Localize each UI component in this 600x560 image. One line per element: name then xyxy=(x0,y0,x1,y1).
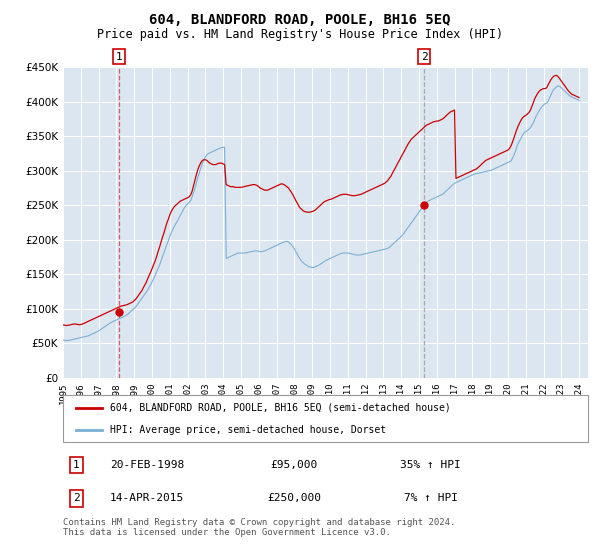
Text: £250,000: £250,000 xyxy=(267,493,321,503)
Text: 604, BLANDFORD ROAD, POOLE, BH16 5EQ: 604, BLANDFORD ROAD, POOLE, BH16 5EQ xyxy=(149,13,451,27)
Text: 14-APR-2015: 14-APR-2015 xyxy=(110,493,184,503)
Text: 2: 2 xyxy=(73,493,79,503)
Text: Contains HM Land Registry data © Crown copyright and database right 2024.
This d: Contains HM Land Registry data © Crown c… xyxy=(63,518,455,538)
Text: 35% ↑ HPI: 35% ↑ HPI xyxy=(400,460,461,470)
Text: HPI: Average price, semi-detached house, Dorset: HPI: Average price, semi-detached house,… xyxy=(110,424,386,435)
Text: 7% ↑ HPI: 7% ↑ HPI xyxy=(404,493,458,503)
Text: 1: 1 xyxy=(73,460,79,470)
Text: 20-FEB-1998: 20-FEB-1998 xyxy=(110,460,184,470)
Text: £95,000: £95,000 xyxy=(271,460,317,470)
Text: 1: 1 xyxy=(115,52,122,62)
Text: 604, BLANDFORD ROAD, POOLE, BH16 5EQ (semi-detached house): 604, BLANDFORD ROAD, POOLE, BH16 5EQ (se… xyxy=(110,403,451,413)
Text: 2: 2 xyxy=(421,52,427,62)
Text: Price paid vs. HM Land Registry's House Price Index (HPI): Price paid vs. HM Land Registry's House … xyxy=(97,28,503,41)
